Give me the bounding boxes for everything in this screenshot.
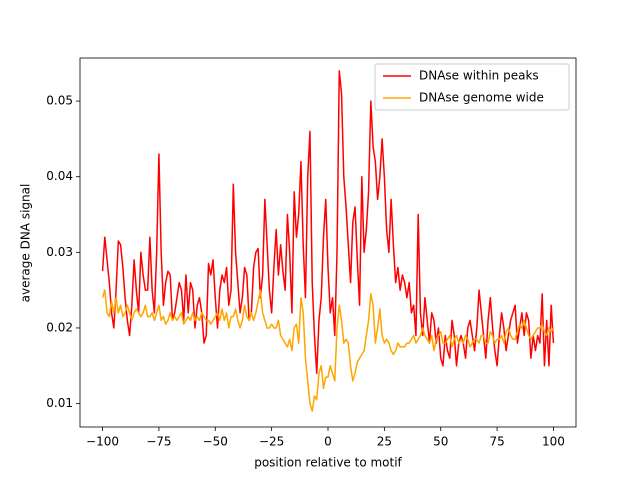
legend-label: DNAse within peaks [419,69,539,83]
line-series [101,70,555,375]
x-tick-label: 50 [433,435,448,449]
y-tick-label: 0.01 [46,396,73,410]
line-series [101,289,555,412]
plot-frame [79,57,577,428]
x-axis-label: position relative to motif [254,456,402,470]
y-tick-label: 0.05 [46,94,73,108]
x-tick-label: −50 [203,435,228,449]
y-tick-label: 0.03 [46,245,73,259]
x-tick-label: 100 [542,435,565,449]
x-tick-label: 25 [377,435,392,449]
y-tick-label: 0.02 [46,320,73,334]
legend-box [374,63,570,111]
x-tick-label: −25 [259,435,284,449]
y-axis-label: average DNA signal [19,184,33,303]
x-tick-label: −75 [146,435,171,449]
legend-label: DNAse genome wide [419,91,544,105]
x-tick-label: 0 [324,435,332,449]
x-tick-label: −100 [86,435,119,449]
y-tick-label: 0.04 [46,169,73,183]
x-tick-label: 75 [489,435,504,449]
